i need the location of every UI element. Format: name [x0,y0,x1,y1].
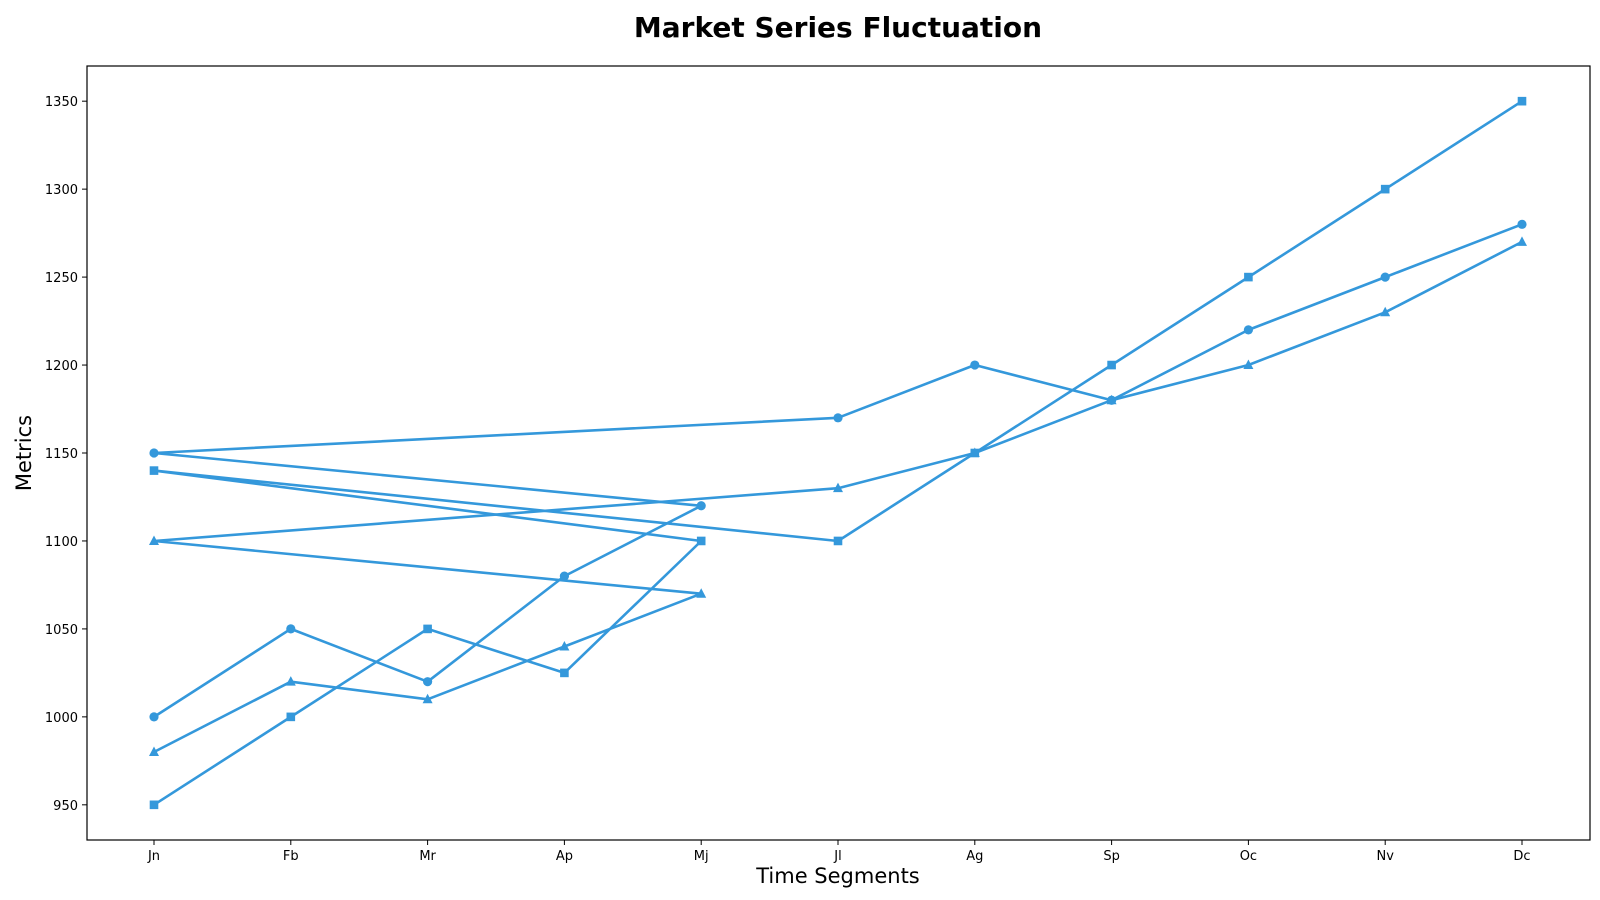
x-tick-label: Jn [147,849,160,864]
x-tick-label: Sp [1103,849,1120,864]
data-point [696,536,706,546]
data-point [559,641,570,651]
series-line [152,240,1524,754]
y-tick-label: 1350 [45,95,78,110]
data-point [1243,359,1254,370]
x-tick-label: Nv [1376,849,1394,864]
x-tick-label: Jl [833,849,841,864]
data-point [970,360,980,370]
plot-frame [86,65,1591,841]
y-tick-label: 1000 [45,711,78,726]
x-tick-label: Mr [419,849,436,864]
data-point [1517,236,1527,246]
y-tick-label: 1100 [45,535,78,550]
data-point [423,677,433,687]
x-tick-label: Ag [966,849,983,864]
data-point [1107,360,1116,370]
data-point [149,535,159,545]
data-point [1106,394,1117,405]
data-point [1380,272,1390,282]
data-point [833,413,843,423]
data-point [1517,219,1527,229]
data-point [969,447,980,457]
x-tick-label: Dc [1513,849,1530,864]
x-tick-label: Ap [556,849,573,864]
axis-ticks: Jn Fb Mr Ap Mj Jl Ag Sp Oc Nv Dc 950 1000 1050 1100 115… [45,95,1531,864]
chart-title: Market Series Fluctuation [634,11,1042,44]
y-tick-label: 1200 [45,359,78,374]
series-layer [149,96,1527,810]
series-square [149,96,1527,810]
data-point [423,624,432,634]
x-tick-label: Fb [283,849,299,864]
data-point [559,571,570,581]
data-point [833,482,843,493]
data-point [560,668,569,678]
y-axis-label: Metrics [12,415,36,491]
data-point [1380,306,1391,317]
y-tick-label: 1250 [45,271,78,286]
series-line [152,223,1524,719]
y-tick-label: 1300 [45,183,78,198]
data-point [286,624,296,634]
data-point [285,676,296,686]
x-axis-label: Time Segments [755,864,920,888]
data-point [696,588,707,598]
series-line [152,99,1524,807]
data-point [149,746,159,757]
data-point [1243,325,1253,335]
data-point [422,693,433,704]
y-tick-label: 950 [53,799,78,814]
data-point [149,466,159,475]
data-point [149,800,159,810]
y-tick-label: 1050 [45,623,78,638]
data-point [149,712,159,722]
data-point [696,501,706,511]
series-triangle [149,236,1527,757]
y-tick-label: 1150 [45,447,78,462]
data-point [286,712,296,722]
data-point [1244,272,1253,282]
data-point [833,536,843,546]
data-point [1380,184,1390,194]
series-circle [149,219,1527,722]
x-tick-label: Oc [1240,849,1257,864]
data-point [149,448,159,458]
data-point [1517,96,1527,106]
x-tick-label: Mj [694,849,709,864]
